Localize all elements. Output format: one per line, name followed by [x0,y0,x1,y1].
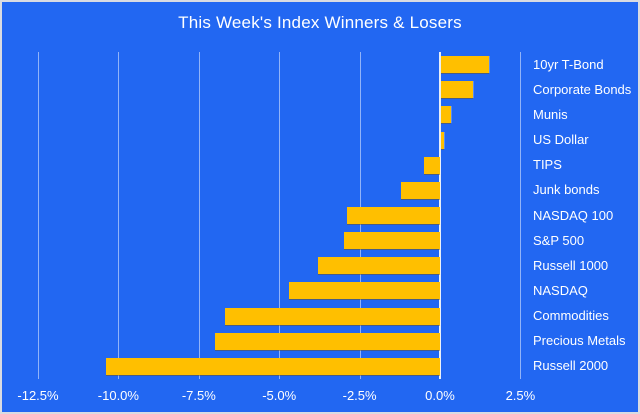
category-label: Junk bonds [533,182,600,198]
category-label: US Dollar [533,132,589,148]
bar [441,56,490,74]
bar [441,131,445,149]
x-tick-label: 0.0% [425,388,455,403]
x-tick-label: -12.5% [17,388,59,403]
bar [214,332,440,350]
x-tick-label: -10.0% [97,388,139,403]
category-label: 10yr T-Bond [533,56,604,72]
gridline [198,52,200,379]
bar [224,307,440,325]
category-label: S&P 500 [533,232,585,248]
bar [346,207,440,224]
bar [317,257,440,275]
bar [441,106,451,124]
gridline [118,52,120,379]
category-label: Munis [533,106,568,122]
x-tick-label: -7.5% [181,388,216,403]
x-tick-label: -5.0% [262,388,297,403]
x-tick-label: 2.5% [505,388,536,403]
gridline [38,52,39,379]
bar [423,156,440,174]
chart-title: This Week's Index Winners & Losers [178,13,462,32]
category-label: Russell 2000 [533,358,609,374]
gridline [279,52,281,379]
bar [343,232,440,250]
category-label: Russell 1000 [533,257,609,273]
x-tick-label: -2.5% [342,388,377,403]
category-label: TIPS [533,157,562,173]
bar [105,357,440,375]
bar [288,282,440,300]
bar [441,81,474,99]
category-label: Commodities [533,308,609,324]
category-label: NASDAQ [533,282,588,298]
gridline [520,52,522,379]
bar [401,181,440,199]
category-label: NASDAQ 100 [533,207,614,223]
zero-axis-line [439,52,441,379]
category-label: Corporate Bonds [533,81,632,97]
category-label: Precious Metals [533,333,626,349]
